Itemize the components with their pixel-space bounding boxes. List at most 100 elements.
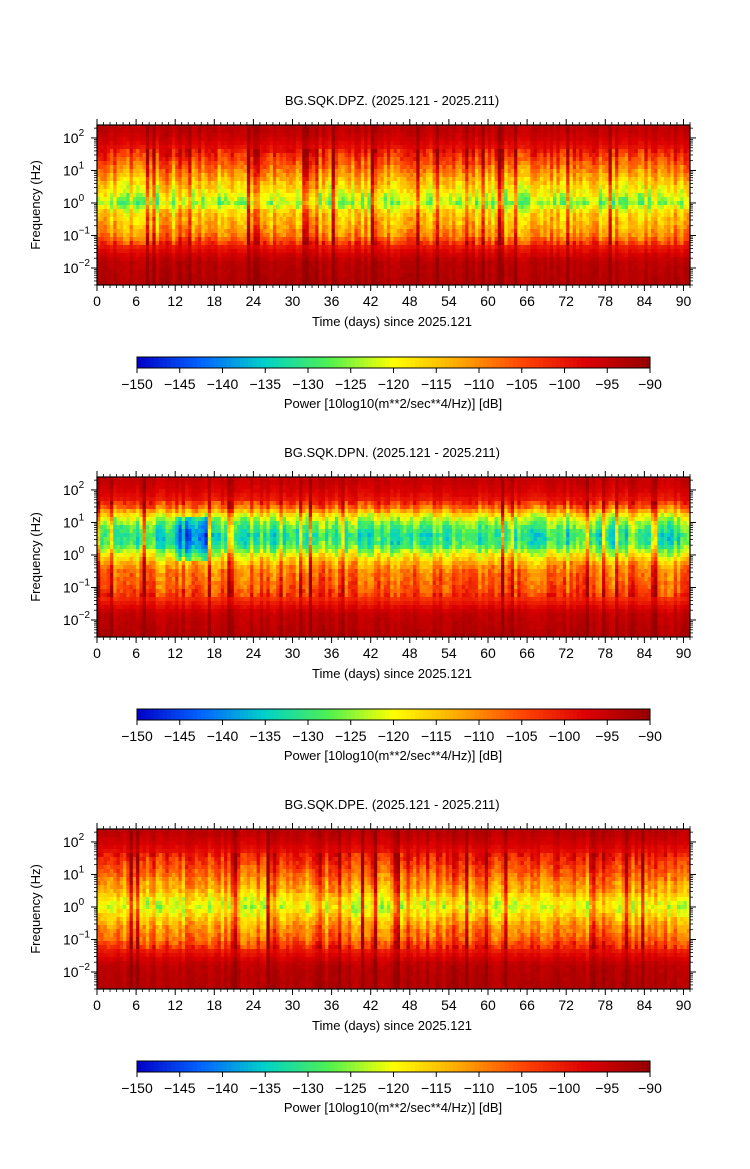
heatmap-cell bbox=[218, 125, 222, 129]
heatmap-cell bbox=[156, 149, 160, 153]
heatmap-cell bbox=[182, 201, 186, 205]
heatmap-cell bbox=[253, 265, 257, 269]
heatmap-cell bbox=[159, 137, 163, 141]
heatmap-cell bbox=[367, 165, 371, 169]
heatmap-cell bbox=[361, 161, 365, 165]
heatmap-cell bbox=[374, 225, 378, 229]
heatmap-cell bbox=[420, 141, 424, 145]
heatmap-cell bbox=[286, 141, 290, 145]
heatmap-cell bbox=[478, 157, 482, 161]
heatmap-cell bbox=[306, 273, 310, 277]
heatmap-cell bbox=[433, 241, 437, 245]
heatmap-cell bbox=[218, 209, 222, 213]
heatmap-cell bbox=[156, 133, 160, 137]
heatmap-cell bbox=[214, 141, 218, 145]
heatmap-cell bbox=[107, 221, 111, 225]
heatmap-cell bbox=[319, 153, 323, 157]
heatmap-cell bbox=[178, 233, 182, 237]
heatmap-cell bbox=[117, 153, 121, 157]
heatmap-cell bbox=[172, 205, 176, 209]
heatmap-cell bbox=[390, 229, 394, 233]
heatmap-cell bbox=[201, 185, 205, 189]
heatmap-cell bbox=[136, 261, 140, 265]
heatmap-cell bbox=[182, 141, 186, 145]
heatmap-cell bbox=[165, 189, 169, 193]
heatmap-cell bbox=[397, 277, 401, 281]
heatmap-cell bbox=[361, 189, 365, 193]
heatmap-cell bbox=[107, 137, 111, 141]
heatmap-cell bbox=[358, 229, 362, 233]
heatmap-cell bbox=[452, 209, 456, 213]
heatmap-cell bbox=[354, 233, 358, 237]
heatmap-cell bbox=[221, 193, 225, 197]
heatmap-cell bbox=[394, 209, 398, 213]
heatmap-cell bbox=[289, 253, 293, 257]
heatmap-cell bbox=[488, 165, 492, 169]
heatmap-cell bbox=[224, 153, 228, 157]
heatmap-cell bbox=[465, 221, 469, 225]
heatmap-cell bbox=[146, 265, 150, 269]
heatmap-cell bbox=[410, 177, 414, 181]
heatmap-cell bbox=[113, 201, 117, 205]
heatmap-cell bbox=[247, 265, 251, 269]
heatmap-cell bbox=[397, 133, 401, 137]
heatmap-cell bbox=[283, 137, 287, 141]
heatmap-cell bbox=[485, 273, 489, 277]
heatmap-cell bbox=[279, 125, 283, 129]
heatmap-cell bbox=[371, 253, 375, 257]
heatmap-cell bbox=[273, 237, 277, 241]
heatmap-cell bbox=[286, 197, 290, 201]
heatmap-cell bbox=[211, 197, 215, 201]
heatmap-cell bbox=[319, 253, 323, 257]
heatmap-cell bbox=[231, 205, 235, 209]
heatmap-cell bbox=[306, 237, 310, 241]
heatmap-cell bbox=[465, 217, 469, 221]
heatmap-cell bbox=[263, 197, 267, 201]
heatmap-cell bbox=[266, 157, 270, 161]
heatmap-cell bbox=[289, 129, 293, 133]
heatmap-cell bbox=[384, 169, 388, 173]
heatmap-cell bbox=[279, 249, 283, 253]
heatmap-cell bbox=[104, 229, 108, 233]
heatmap-cell bbox=[296, 233, 300, 237]
heatmap-cell bbox=[358, 129, 362, 133]
heatmap-cell bbox=[364, 169, 368, 173]
heatmap-cell bbox=[341, 209, 345, 213]
heatmap-cell bbox=[439, 157, 443, 161]
heatmap-cell bbox=[312, 229, 316, 233]
heatmap-cell bbox=[403, 149, 407, 153]
heatmap-cell bbox=[325, 157, 329, 161]
heatmap-cell bbox=[146, 229, 150, 233]
heatmap-cell bbox=[296, 145, 300, 149]
heatmap-cell bbox=[351, 261, 355, 265]
heatmap-cell bbox=[182, 265, 186, 269]
heatmap-cell bbox=[495, 237, 499, 241]
heatmap-cell bbox=[348, 217, 352, 221]
heatmap-cell bbox=[283, 185, 287, 189]
heatmap-cell bbox=[299, 157, 303, 161]
heatmap-cell bbox=[452, 125, 456, 129]
heatmap-cell bbox=[123, 197, 127, 201]
heatmap-cell bbox=[341, 225, 345, 229]
heatmap-cell bbox=[442, 233, 446, 237]
heatmap-cell bbox=[231, 165, 235, 169]
heatmap-cell bbox=[273, 205, 277, 209]
heatmap-cell bbox=[244, 145, 248, 149]
heatmap-cell bbox=[139, 181, 143, 185]
heatmap-cell bbox=[442, 225, 446, 229]
heatmap-cell bbox=[410, 189, 414, 193]
heatmap-cell bbox=[123, 161, 127, 165]
heatmap-cell bbox=[361, 245, 365, 249]
heatmap-cell bbox=[416, 217, 420, 221]
heatmap-cell bbox=[491, 229, 495, 233]
heatmap-cell bbox=[172, 125, 176, 129]
heatmap-cell bbox=[195, 225, 199, 229]
heatmap-cell bbox=[162, 149, 166, 153]
heatmap-cell bbox=[185, 173, 189, 177]
heatmap-cell bbox=[433, 233, 437, 237]
heatmap-cell bbox=[162, 261, 166, 265]
heatmap-cell bbox=[299, 265, 303, 269]
heatmap-cell bbox=[309, 177, 313, 181]
heatmap-cell bbox=[397, 221, 401, 225]
heatmap-cell bbox=[446, 245, 450, 249]
